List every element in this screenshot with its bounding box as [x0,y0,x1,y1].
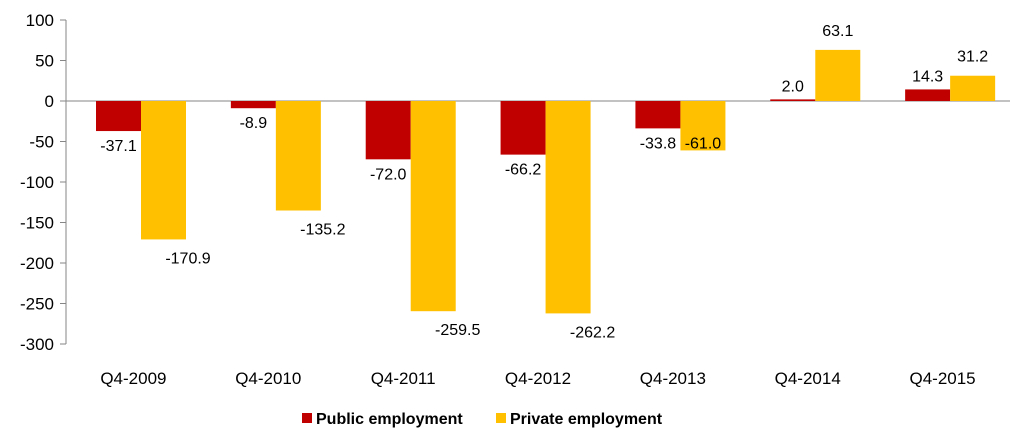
bar-public-employment [770,99,816,101]
bar-public-employment [365,101,411,160]
data-label-public-employment: -72.0 [370,166,407,183]
legend-label-public-employment: Public employment [316,411,463,428]
bar-private-employment [680,101,726,151]
legend-swatch-private-employment [496,413,506,423]
x-category-label: Q4-2012 [505,369,571,388]
bar-public-employment [230,101,276,109]
data-label-private-employment: -170.9 [165,250,210,267]
y-tick-label: -50 [29,133,54,152]
legend-label-private-employment: Private employment [510,411,663,428]
bar-private-employment [545,101,591,314]
data-label-public-employment: -8.9 [240,115,268,132]
bar-private-employment [815,49,861,101]
data-label-public-employment: 14.3 [912,68,943,85]
bar-public-employment [905,89,951,101]
data-label-public-employment: -37.1 [100,138,137,155]
data-label-private-employment: -135.2 [300,222,345,239]
bar-private-employment [275,101,321,211]
data-label-private-employment: -259.5 [435,322,480,339]
data-label-private-employment: 63.1 [822,23,853,40]
data-label-public-employment: -66.2 [505,162,542,179]
bar-public-employment [635,101,681,129]
y-tick-label: 100 [26,11,54,30]
bar-private-employment [950,75,996,101]
x-category-label: Q4-2015 [909,369,975,388]
x-category-label: Q4-2010 [235,369,301,388]
y-tick-label: 0 [45,92,54,111]
y-tick-label: -250 [20,295,54,314]
x-category-label: Q4-2011 [371,369,436,388]
x-category-label: Q4-2009 [100,369,166,388]
data-label-private-employment: 31.2 [957,49,988,66]
bar-public-employment [96,101,141,132]
data-label-public-employment: 2.0 [782,78,804,95]
y-tick-label: -300 [20,335,54,354]
bar-private-employment [410,101,456,312]
bar-private-employment [141,101,186,240]
y-tick-label: -200 [20,254,54,273]
data-label-public-employment: -33.8 [640,135,677,152]
y-tick-label: 50 [35,52,54,71]
y-tick-label: -150 [20,214,54,233]
legend-swatch-public-employment [302,413,312,423]
x-category-label: Q4-2013 [640,369,706,388]
bar-public-employment [500,101,546,155]
x-category-label: Q4-2014 [775,369,841,388]
y-tick-label: -100 [20,173,54,192]
data-label-private-employment: -61.0 [685,135,722,152]
data-label-private-employment: -262.2 [570,324,615,341]
